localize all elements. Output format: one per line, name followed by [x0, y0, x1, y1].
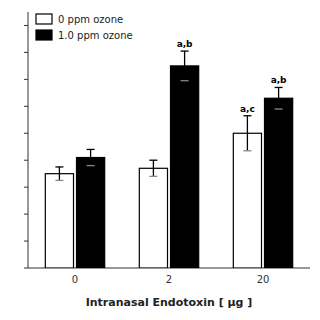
bar: [265, 98, 293, 268]
error-bar: [243, 116, 251, 151]
error-bar-cap: [55, 166, 63, 167]
error-bar-cap: [87, 165, 95, 166]
error-bar-cap: [149, 160, 157, 161]
error-bar-cap: [243, 115, 251, 116]
y-tick: [24, 268, 28, 269]
bar: [233, 133, 261, 268]
legend-label: 0 ppm ozone: [58, 14, 123, 25]
legend-label: 1.0 ppm ozone: [58, 30, 133, 41]
bar: [77, 158, 105, 268]
y-tick: [24, 79, 28, 80]
error-bar-cap: [87, 149, 95, 150]
y-axis-line: [28, 12, 29, 268]
error-bar: [149, 160, 157, 176]
error-bar: [275, 87, 283, 109]
error-bar-stem: [153, 160, 154, 176]
y-tick: [24, 214, 28, 215]
legend-swatch: [36, 14, 52, 24]
y-tick: [24, 106, 28, 107]
x-tick-label: 2: [166, 274, 172, 285]
chart: a,c a,b a,b 0 2 20 Intranasal Endotoxin [ μg ]…: [0, 0, 320, 320]
y-tick: [24, 160, 28, 161]
error-bar-cap: [181, 80, 189, 81]
error-bar: [55, 167, 63, 180]
annotation: a,b: [271, 75, 287, 85]
error-bar-stem: [184, 51, 185, 81]
x-tick-label: 0: [72, 274, 78, 285]
error-bar-cap: [275, 87, 283, 88]
annotation: a,c: [240, 104, 255, 114]
bar: [139, 168, 167, 268]
error-bar-cap: [243, 150, 251, 151]
legend: 0 ppm ozone 1.0 ppm ozone: [36, 14, 133, 41]
error-bar-stem: [247, 116, 248, 151]
error-bar-cap: [149, 176, 157, 177]
annotation: a,b: [177, 39, 193, 49]
error-bar-cap: [55, 180, 63, 181]
y-tick: [24, 25, 28, 26]
error-bar-stem: [59, 167, 60, 180]
error-bar-cap: [181, 50, 189, 51]
bar: [45, 174, 73, 268]
error-bar-stem: [278, 87, 279, 109]
x-axis-label: Intranasal Endotoxin [ μg ]: [86, 296, 253, 309]
legend-swatch: [36, 30, 52, 40]
error-bar: [181, 51, 189, 81]
error-bar-stem: [90, 149, 91, 165]
y-tick: [24, 52, 28, 53]
y-tick: [24, 133, 28, 134]
error-bar: [87, 149, 95, 165]
error-bar-cap: [275, 108, 283, 109]
x-tick-label: 20: [257, 274, 270, 285]
y-tick: [24, 187, 28, 188]
y-tick: [24, 241, 28, 242]
bars: [45, 51, 292, 268]
bar: [171, 66, 199, 268]
